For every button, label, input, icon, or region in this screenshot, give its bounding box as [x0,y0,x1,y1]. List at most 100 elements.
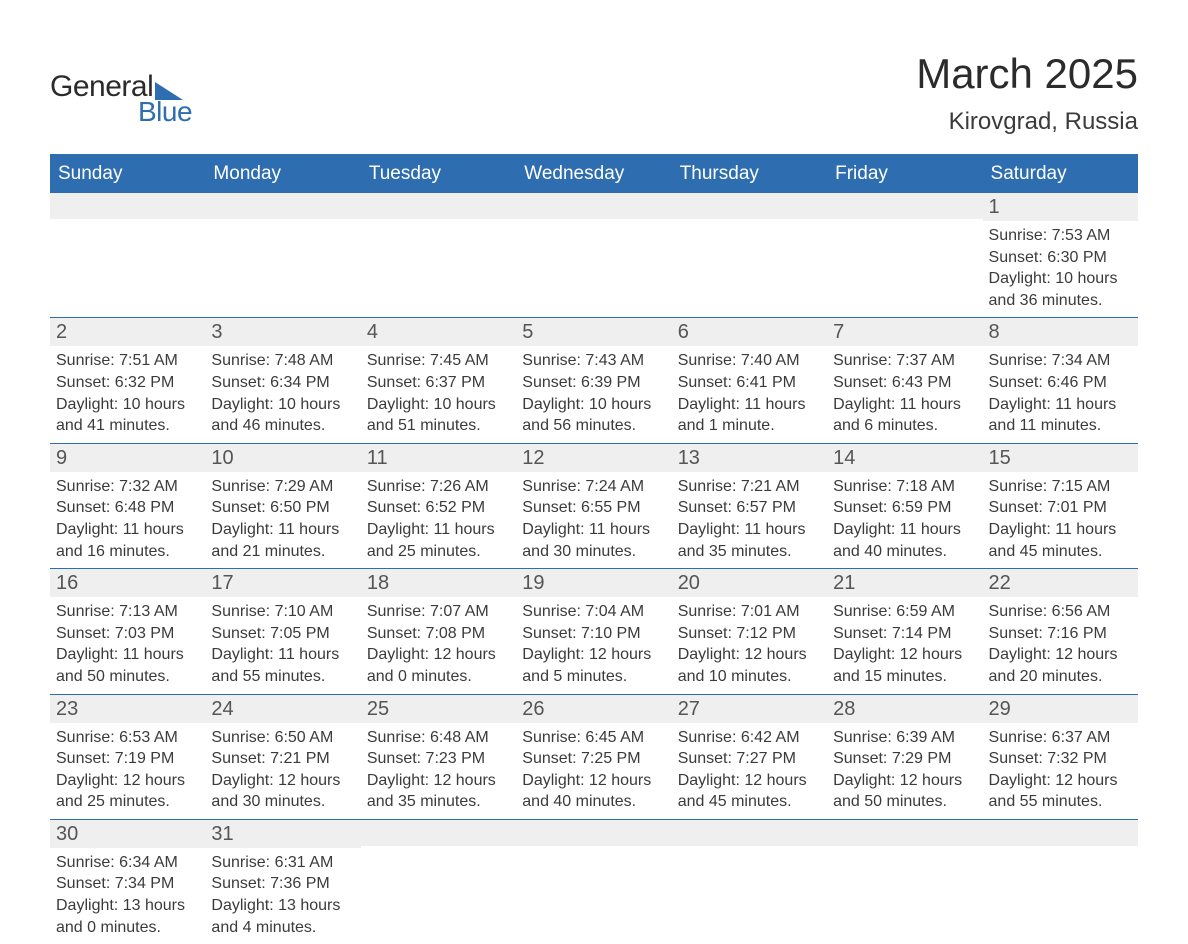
day-data: Sunrise: 7:10 AMSunset: 7:05 PMDaylight:… [205,597,360,693]
sunrise-line: Sunrise: 6:53 AM [56,727,199,749]
day-data: Sunrise: 7:53 AMSunset: 6:30 PMDaylight:… [983,221,1138,317]
calendar: SundayMondayTuesdayWednesdayThursdayFrid… [50,154,1138,944]
weekday-header: Monday [205,157,360,193]
daylight-line-2: and 55 minutes. [211,666,354,688]
sunrise-line: Sunrise: 7:32 AM [56,476,199,498]
day-data: Sunrise: 6:56 AMSunset: 7:16 PMDaylight:… [983,597,1138,693]
location-subtitle: Kirovgrad, Russia [916,108,1138,136]
sunset-line: Sunset: 6:52 PM [367,497,510,519]
daylight-line-1: Daylight: 10 hours [367,394,510,416]
week-row: 30Sunrise: 6:34 AMSunset: 7:34 PMDayligh… [50,820,1138,944]
day-data: Sunrise: 6:39 AMSunset: 7:29 PMDaylight:… [827,723,982,819]
day-number: 22 [983,569,1138,597]
daylight-line-2: and 30 minutes. [211,791,354,813]
daylight-line-1: Daylight: 11 hours [211,644,354,666]
week-row: 23Sunrise: 6:53 AMSunset: 7:19 PMDayligh… [50,695,1138,820]
sunrise-line: Sunrise: 6:42 AM [678,727,821,749]
sunset-line: Sunset: 7:16 PM [989,623,1132,645]
daylight-line-1: Daylight: 10 hours [522,394,665,416]
sunrise-line: Sunrise: 6:50 AM [211,727,354,749]
day-cell [516,820,671,944]
weekday-header: Saturday [983,157,1138,193]
day-number: 30 [50,820,205,848]
sunrise-line: Sunrise: 7:48 AM [211,350,354,372]
day-data: Sunrise: 7:15 AMSunset: 7:01 PMDaylight:… [983,472,1138,568]
sunrise-line: Sunrise: 7:53 AM [989,225,1132,247]
sunrise-line: Sunrise: 7:10 AM [211,601,354,623]
sunrise-line: Sunrise: 7:29 AM [211,476,354,498]
daylight-line-1: Daylight: 13 hours [56,895,199,917]
daylight-line-2: and 1 minute. [678,415,821,437]
sunrise-line: Sunrise: 7:13 AM [56,601,199,623]
day-cell: 23Sunrise: 6:53 AMSunset: 7:19 PMDayligh… [50,695,205,819]
day-cell: 7Sunrise: 7:37 AMSunset: 6:43 PMDaylight… [827,318,982,442]
sunset-line: Sunset: 7:10 PM [522,623,665,645]
logo-triangle-icon [155,80,183,100]
day-data: Sunrise: 6:31 AMSunset: 7:36 PMDaylight:… [205,848,360,944]
daylight-line-2: and 25 minutes. [56,791,199,813]
day-cell: 29Sunrise: 6:37 AMSunset: 7:32 PMDayligh… [983,695,1138,819]
day-data: Sunrise: 6:45 AMSunset: 7:25 PMDaylight:… [516,723,671,819]
daylight-line-2: and 40 minutes. [522,791,665,813]
daylight-line-2: and 50 minutes. [833,791,976,813]
day-data: Sunrise: 7:07 AMSunset: 7:08 PMDaylight:… [361,597,516,693]
week-row: 2Sunrise: 7:51 AMSunset: 6:32 PMDaylight… [50,318,1138,443]
day-number: 25 [361,695,516,723]
day-number: 28 [827,695,982,723]
empty-day [50,193,205,219]
sunrise-line: Sunrise: 6:45 AM [522,727,665,749]
weekday-header: Tuesday [361,157,516,193]
day-number: 12 [516,444,671,472]
sunrise-line: Sunrise: 7:07 AM [367,601,510,623]
day-cell: 11Sunrise: 7:26 AMSunset: 6:52 PMDayligh… [361,444,516,568]
sunrise-line: Sunrise: 7:21 AM [678,476,821,498]
sunrise-line: Sunrise: 7:45 AM [367,350,510,372]
day-cell [672,820,827,944]
sunset-line: Sunset: 6:34 PM [211,372,354,394]
day-cell: 18Sunrise: 7:07 AMSunset: 7:08 PMDayligh… [361,569,516,693]
daylight-line-2: and 16 minutes. [56,541,199,563]
day-data: Sunrise: 7:34 AMSunset: 6:46 PMDaylight:… [983,346,1138,442]
sunset-line: Sunset: 7:14 PM [833,623,976,645]
daylight-line-2: and 4 minutes. [211,917,354,939]
sunrise-line: Sunrise: 6:39 AM [833,727,976,749]
sunset-line: Sunset: 7:21 PM [211,748,354,770]
day-cell: 26Sunrise: 6:45 AMSunset: 7:25 PMDayligh… [516,695,671,819]
day-data: Sunrise: 6:48 AMSunset: 7:23 PMDaylight:… [361,723,516,819]
sunrise-line: Sunrise: 6:31 AM [211,852,354,874]
empty-day [827,193,982,219]
daylight-line-1: Daylight: 12 hours [522,644,665,666]
sunset-line: Sunset: 7:23 PM [367,748,510,770]
sunrise-line: Sunrise: 7:51 AM [56,350,199,372]
day-cell [827,820,982,944]
day-cell: 31Sunrise: 6:31 AMSunset: 7:36 PMDayligh… [205,820,360,944]
sunset-line: Sunset: 6:46 PM [989,372,1132,394]
daylight-line-1: Daylight: 11 hours [833,519,976,541]
day-cell [361,193,516,317]
day-cell: 27Sunrise: 6:42 AMSunset: 7:27 PMDayligh… [672,695,827,819]
daylight-line-1: Daylight: 11 hours [522,519,665,541]
day-number: 19 [516,569,671,597]
day-cell: 28Sunrise: 6:39 AMSunset: 7:29 PMDayligh… [827,695,982,819]
day-data: Sunrise: 7:24 AMSunset: 6:55 PMDaylight:… [516,472,671,568]
day-number: 29 [983,695,1138,723]
daylight-line-1: Daylight: 12 hours [678,644,821,666]
daylight-line-1: Daylight: 12 hours [989,770,1132,792]
day-cell: 17Sunrise: 7:10 AMSunset: 7:05 PMDayligh… [205,569,360,693]
day-cell: 20Sunrise: 7:01 AMSunset: 7:12 PMDayligh… [672,569,827,693]
page-title: March 2025 [916,50,1138,98]
empty-day [516,820,671,846]
day-cell: 5Sunrise: 7:43 AMSunset: 6:39 PMDaylight… [516,318,671,442]
day-cell [361,820,516,944]
daylight-line-1: Daylight: 12 hours [833,644,976,666]
daylight-line-1: Daylight: 11 hours [678,519,821,541]
daylight-line-1: Daylight: 11 hours [989,394,1132,416]
day-number: 27 [672,695,827,723]
daylight-line-1: Daylight: 11 hours [56,519,199,541]
sunset-line: Sunset: 6:41 PM [678,372,821,394]
sunset-line: Sunset: 7:05 PM [211,623,354,645]
day-number: 15 [983,444,1138,472]
daylight-line-2: and 35 minutes. [678,541,821,563]
sunset-line: Sunset: 7:29 PM [833,748,976,770]
day-cell: 13Sunrise: 7:21 AMSunset: 6:57 PMDayligh… [672,444,827,568]
